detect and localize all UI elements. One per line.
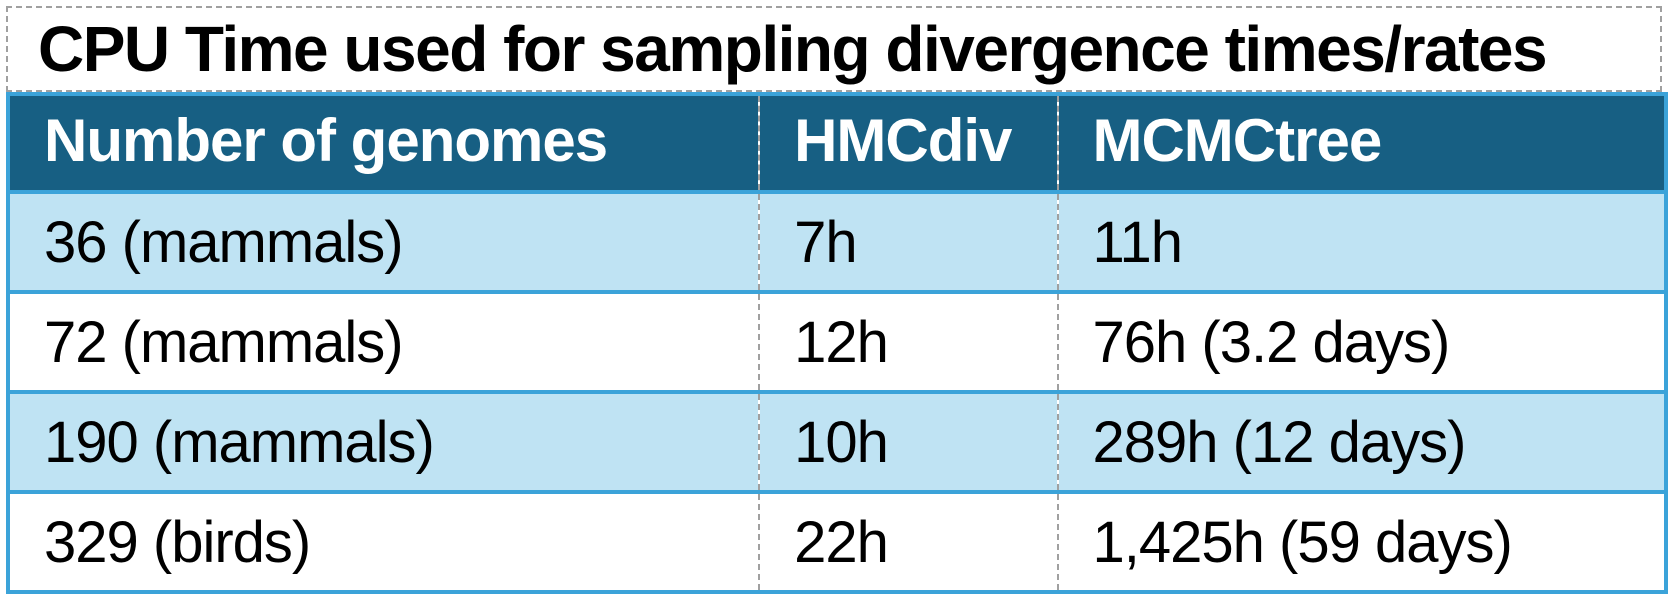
column-header-number-of-genomes: Number of genomes <box>8 94 761 192</box>
cell-mcmctree: 76h (3.2 days) <box>1057 290 1666 392</box>
column-header-hmcdiv: HMCdiv <box>759 94 1059 192</box>
cell-hmcdiv: 22h <box>759 490 1059 592</box>
column-header-mcmctree: MCMCtree <box>1057 94 1666 192</box>
header-row: Number of genomes HMCdiv MCMCtree <box>8 94 1666 192</box>
cell-hmcdiv: 7h <box>759 190 1059 292</box>
cell-genomes: 72 (mammals) <box>8 290 761 392</box>
table-header: Number of genomes HMCdiv MCMCtree <box>8 94 1666 192</box>
table-row: 329 (birds) 22h 1,425h (59 days) <box>8 490 1666 592</box>
cell-hmcdiv: 12h <box>759 290 1059 392</box>
title-box: CPU Time used for sampling divergence ti… <box>6 6 1662 92</box>
cell-hmcdiv: 10h <box>759 390 1059 492</box>
table-row: 36 (mammals) 7h 11h <box>8 190 1666 292</box>
cell-genomes: 190 (mammals) <box>8 390 761 492</box>
cell-mcmctree: 11h <box>1057 190 1666 292</box>
table-row: 72 (mammals) 12h 76h (3.2 days) <box>8 290 1666 392</box>
page-title: CPU Time used for sampling divergence ti… <box>38 13 1548 85</box>
cell-mcmctree: 1,425h (59 days) <box>1057 490 1666 592</box>
table-body: 36 (mammals) 7h 11h 72 (mammals) 12h 76h… <box>8 190 1666 592</box>
table-row: 190 (mammals) 10h 289h (12 days) <box>8 390 1666 492</box>
cell-genomes: 36 (mammals) <box>8 190 761 292</box>
cell-genomes: 329 (birds) <box>8 490 761 592</box>
cpu-time-table: Number of genomes HMCdiv MCMCtree 36 (ma… <box>6 92 1668 594</box>
cell-mcmctree: 289h (12 days) <box>1057 390 1666 492</box>
